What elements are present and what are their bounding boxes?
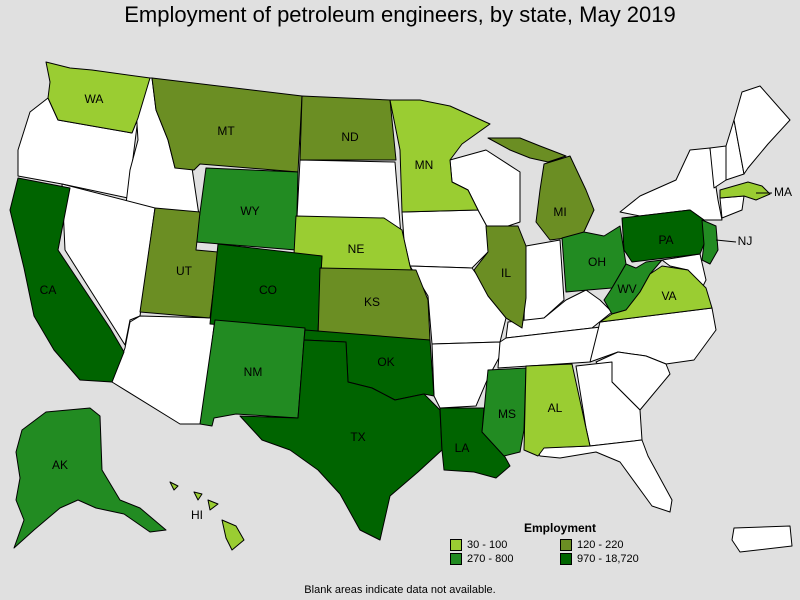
label-ut: UT — [176, 264, 193, 278]
state-ak[interactable] — [13, 407, 167, 549]
label-al: AL — [548, 401, 563, 415]
label-mt: MT — [217, 124, 235, 138]
legend-label: 970 - 18,720 — [577, 553, 639, 565]
legend-item: 120 - 220 — [560, 539, 670, 551]
state-mt[interactable] — [151, 77, 303, 173]
state-ca[interactable] — [9, 177, 125, 383]
nj-pointer — [715, 239, 737, 243]
label-ne: NE — [348, 242, 365, 256]
state-fl[interactable] — [535, 439, 673, 513]
state-ia[interactable] — [401, 209, 491, 269]
label-mi: MI — [553, 205, 566, 219]
label-pa: PA — [658, 233, 673, 247]
state-me[interactable] — [733, 85, 791, 175]
label-ok: OK — [377, 355, 394, 369]
state-ct[interactable] — [719, 195, 745, 219]
label-ks: KS — [364, 295, 380, 309]
label-nd: ND — [341, 130, 359, 144]
footnote: Blank areas indicate data not available. — [304, 584, 496, 596]
state-nj[interactable] — [701, 219, 719, 265]
label-mn: MN — [415, 158, 434, 172]
legend-title: Employment — [523, 521, 596, 535]
label-il: IL — [501, 266, 511, 280]
label-ma: MA — [774, 185, 792, 199]
label-ms: MS — [498, 407, 516, 421]
state-va[interactable] — [599, 265, 713, 323]
legend-label: 120 - 220 — [577, 539, 624, 551]
legend: Employment 30 - 100 120 - 220 270 - 800 … — [450, 521, 670, 565]
legend-item: 970 - 18,720 — [560, 553, 670, 565]
label-tx: TX — [350, 430, 365, 444]
label-wv: WV — [617, 282, 636, 296]
state-wa[interactable] — [45, 61, 151, 134]
label-la: LA — [455, 441, 470, 455]
state-hi[interactable] — [169, 481, 245, 551]
legend-swatch — [560, 553, 572, 565]
state-mn[interactable] — [389, 99, 491, 213]
label-nj: NJ — [738, 234, 753, 248]
state-ny[interactable] — [619, 147, 723, 221]
label-hi: HI — [191, 508, 203, 522]
label-ak: AK — [52, 458, 68, 472]
legend-swatch — [450, 539, 462, 551]
state-pa[interactable] — [621, 209, 705, 263]
legend-item: 30 - 100 — [450, 539, 560, 551]
label-ca: CA — [40, 283, 57, 297]
label-va: VA — [661, 289, 676, 303]
label-nm: NM — [244, 365, 263, 379]
state-nd[interactable] — [299, 95, 397, 161]
state-al[interactable] — [523, 363, 591, 457]
legend-item: 270 - 800 — [450, 553, 560, 565]
state-ma[interactable] — [719, 181, 771, 201]
legend-swatch — [450, 553, 462, 565]
label-co: CO — [259, 283, 277, 297]
label-wy: WY — [240, 204, 259, 218]
legend-label: 270 - 800 — [467, 553, 514, 565]
label-wa: WA — [85, 92, 104, 106]
map-title: Employment of petroleum engineers, by st… — [124, 2, 676, 27]
legend-swatch — [560, 539, 572, 551]
state-il[interactable] — [473, 225, 527, 329]
state-tx[interactable] — [239, 339, 443, 541]
legend-items: 30 - 100 120 - 220 270 - 800 970 - 18,72… — [450, 539, 670, 565]
legend-label: 30 - 100 — [467, 539, 508, 551]
state-ks[interactable] — [317, 267, 431, 341]
pr[interactable] — [731, 525, 793, 553]
label-oh: OH — [588, 255, 606, 269]
